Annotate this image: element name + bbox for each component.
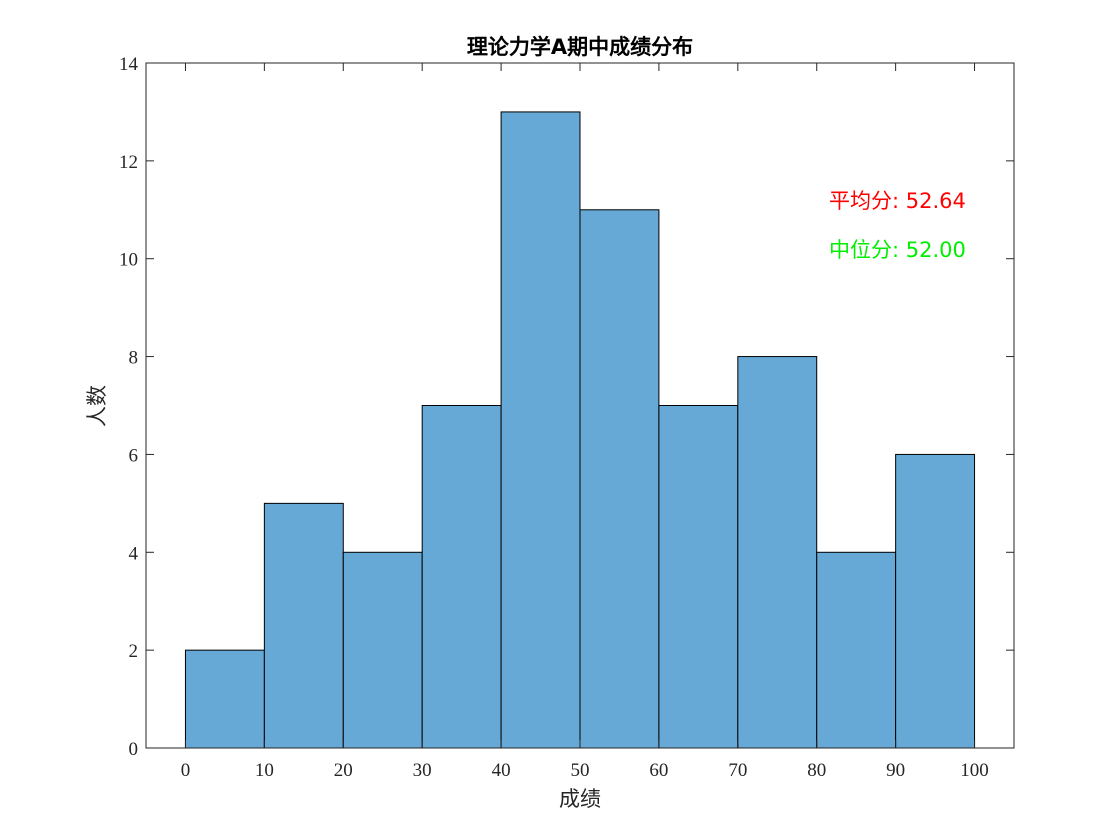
y-tick-label: 8 (129, 348, 139, 369)
y-tick-label: 2 (129, 641, 139, 662)
x-tick-label: 30 (413, 760, 432, 781)
x-ticks: 0 10 20 30 40 50 60 70 80 90 100 (181, 63, 989, 781)
y-axis-label: 人数 (85, 385, 109, 427)
histogram-bar (579, 209, 660, 749)
histogram-bar (421, 405, 502, 749)
histogram-bar (184, 649, 265, 749)
bars-group (184, 111, 976, 749)
x-tick-label: 20 (334, 760, 353, 781)
x-tick-label: 40 (492, 760, 511, 781)
histogram-bar (895, 453, 976, 749)
y-ticks: 0 2 4 6 8 10 12 14 (119, 54, 1014, 760)
x-tick-label: 0 (181, 760, 191, 781)
histogram-bar (737, 356, 818, 749)
y-tick-label: 6 (129, 445, 139, 466)
x-tick-label: 100 (960, 760, 989, 781)
histogram-bar (658, 405, 739, 749)
chart-title: 理论力学A期中成绩分布 (467, 35, 693, 59)
histogram-bar (342, 551, 423, 749)
y-tick-label: 10 (119, 250, 138, 271)
x-tick-label: 10 (255, 760, 274, 781)
mean-annotation: 平均分: 52.64 (829, 189, 966, 213)
x-tick-label: 80 (807, 760, 826, 781)
x-tick-label: 70 (728, 760, 747, 781)
y-tick-label: 12 (119, 152, 138, 173)
y-tick-label: 0 (129, 739, 139, 760)
histogram-bar (500, 111, 581, 749)
y-tick-label: 4 (129, 543, 139, 564)
x-axis-label: 成绩 (559, 787, 601, 811)
x-tick-label: 50 (571, 760, 590, 781)
median-annotation: 中位分: 52.00 (829, 238, 966, 262)
x-tick-label: 60 (649, 760, 668, 781)
histogram-bar (263, 502, 344, 749)
histogram-bar (816, 551, 897, 749)
y-tick-label: 14 (119, 54, 139, 75)
x-tick-label: 90 (886, 760, 905, 781)
